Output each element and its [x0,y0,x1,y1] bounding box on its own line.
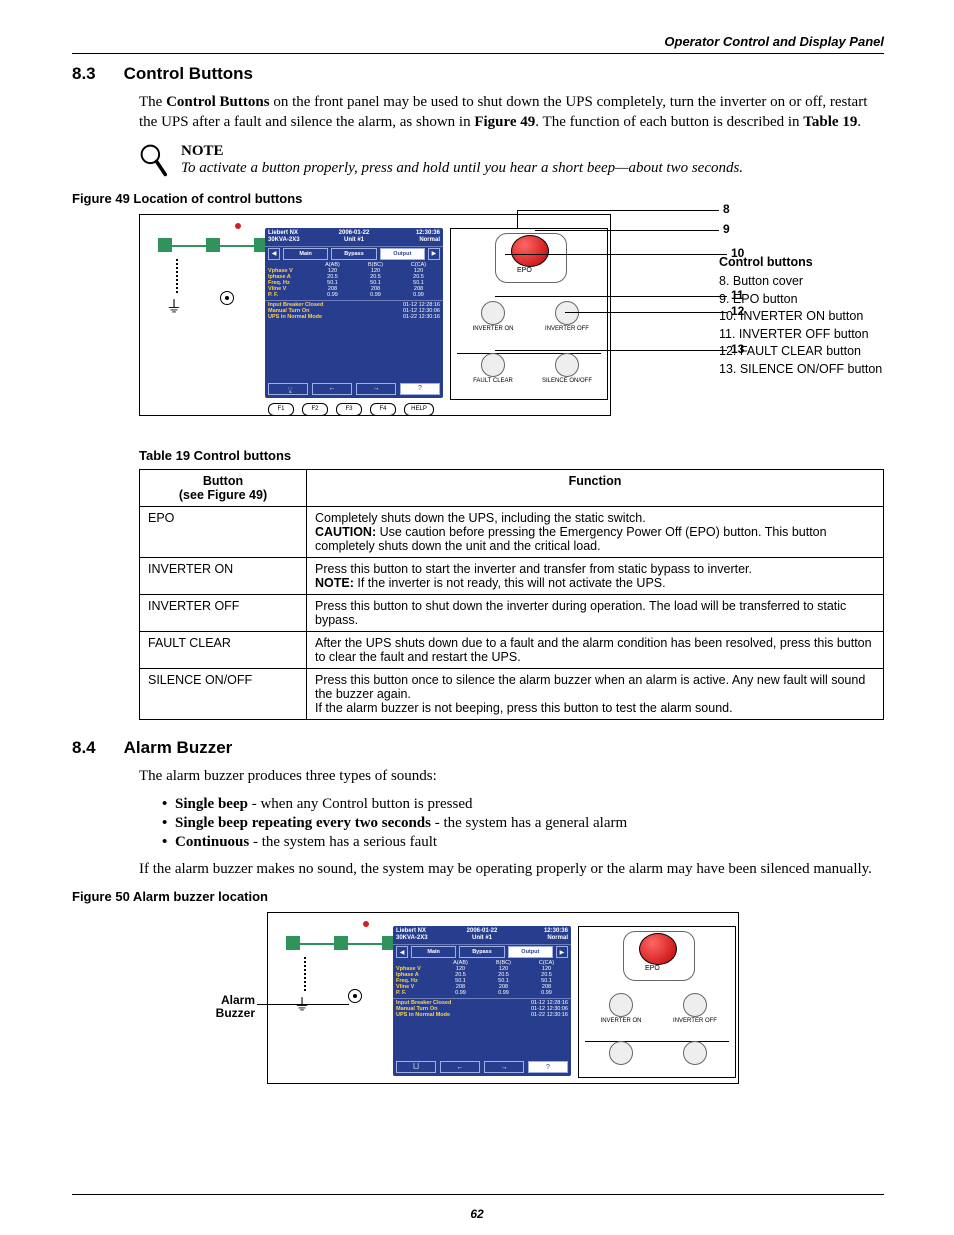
t19-head-function: Function [307,469,884,506]
inverter-off-button[interactable] [683,993,707,1017]
page-number: 62 [0,1207,954,1221]
figure-49-legend: Control buttons 8. Button cover9. EPO bu… [719,254,882,379]
inverter-on-button[interactable] [481,301,505,325]
rule-bottom [72,1194,884,1195]
silence-button[interactable] [555,353,579,377]
led-icon [235,223,241,229]
mimic-block [206,238,220,252]
figure-50-panel: ⏚ Liebert NX30KVA-2X3 2006-01-22Unit #1 … [267,912,822,1098]
rule-top [72,53,884,54]
function-keys: F1F2F3F4HELP [268,403,434,416]
inverter-off-label: INVERTER OFF [671,1018,719,1024]
mimic-dash [176,259,178,293]
running-head: Operator Control and Display Panel [72,34,884,49]
figure-49-panel: ⏚ Liebert NX30KVA-2X3 2006-01-22Unit #1 … [139,214,884,438]
lcd-screen: Liebert NX30KVA-2X3 2006-01-22Unit #1 12… [265,228,443,398]
alarm-buzzer-icon [220,291,234,305]
magnifier-icon [139,143,167,183]
mimic-block [158,238,172,252]
note-label: NOTE [181,143,743,160]
figure-49-caption: Figure 49 Location of control buttons [72,191,884,206]
epo-label: EPO [645,965,660,972]
mimic-block [334,936,348,950]
t19-head-button: Button(see Figure 49) [140,469,307,506]
sec84-para2: If the alarm buzzer makes no sound, the … [139,859,884,879]
ground-icon: ⏚ [166,293,182,317]
led-icon [363,921,369,927]
epo-button[interactable] [511,235,549,267]
table-19: Button(see Figure 49) Function EPOComple… [139,469,884,720]
silence-label: SILENCE ON/OFF [539,378,595,384]
epo-label: EPO [517,267,532,274]
mimic-dash [304,957,306,991]
alarm-buzzer-callout: AlarmBuzzer [175,994,255,1020]
silence-button[interactable] [683,1041,707,1065]
fault-clear-button[interactable] [609,1041,633,1065]
mimic-block [286,936,300,950]
inverter-on-label: INVERTER ON [597,1018,645,1024]
sec83-para: The Control Buttons on the front panel m… [139,92,884,133]
note-body: To activate a button properly, press and… [181,160,743,177]
figure-50-caption: Figure 50 Alarm buzzer location [72,889,884,904]
section-8-3-heading: 8.3 Control Buttons [72,64,884,84]
alarm-buzzer-icon [348,989,362,1003]
ground-icon: ⏚ [294,991,310,1015]
buzzer-leader-line [257,1004,349,1005]
lcd-screen: Liebert NX30KVA-2X3 2006-01-22Unit #1 12… [393,926,571,1076]
inverter-on-button[interactable] [609,993,633,1017]
sec-title: Alarm Buzzer [124,738,233,758]
table-19-caption: Table 19 Control buttons [139,448,884,463]
lcd-rows: Vphase V120120120Iphase A20.520.520.5Fre… [265,268,443,298]
control-button-panel: EPO INVERTER ON INVERTER OFF [578,926,736,1078]
fault-clear-label: FAULT CLEAR [469,378,517,384]
note-block: NOTE To activate a button properly, pres… [139,143,884,183]
epo-button[interactable] [639,933,677,965]
section-8-4-heading: 8.4 Alarm Buzzer [72,738,884,758]
inverter-on-label: INVERTER ON [469,326,517,332]
sec-num: 8.3 [72,64,96,84]
sec-num: 8.4 [72,738,96,758]
fault-clear-button[interactable] [481,353,505,377]
inverter-off-button[interactable] [555,301,579,325]
sec-title: Control Buttons [124,64,253,84]
buzzer-bullets: Single beep - when any Control button is… [162,796,884,851]
inverter-off-label: INVERTER OFF [543,326,591,332]
sec84-para: The alarm buzzer produces three types of… [139,766,884,786]
